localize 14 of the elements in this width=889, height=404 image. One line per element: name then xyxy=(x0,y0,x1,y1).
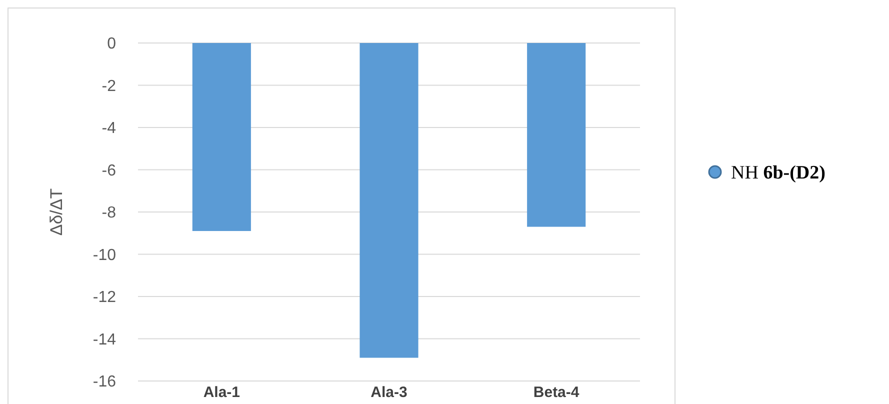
y-tick-label: -6 xyxy=(102,162,116,180)
y-tick-label: 0 xyxy=(107,36,116,53)
legend-label: NH 6b-(D2) xyxy=(731,162,826,184)
y-tick-label: -16 xyxy=(92,374,116,391)
x-tick-label: Ala-1 xyxy=(203,384,240,401)
y-tick-label: -4 xyxy=(102,120,116,138)
y-axis-title: Δδ/ΔT xyxy=(47,188,66,236)
y-tick-label: -10 xyxy=(92,246,116,264)
x-tick-label: Beta-4 xyxy=(533,384,580,401)
y-tick-label: -2 xyxy=(102,78,116,95)
y-tick-label: -14 xyxy=(92,331,116,348)
y-tick-label: -12 xyxy=(92,289,116,306)
y-tick-label: -8 xyxy=(102,204,116,222)
x-tick-label: Ala-3 xyxy=(370,384,408,401)
